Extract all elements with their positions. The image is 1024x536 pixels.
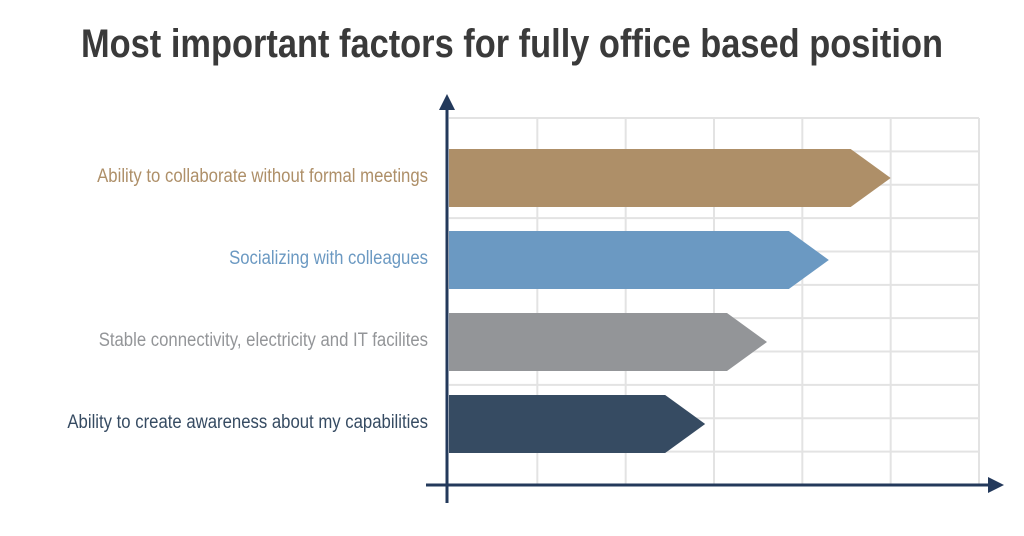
category-label: Ability to collaborate without formal me… (97, 166, 428, 187)
bar (449, 395, 706, 453)
bar (449, 149, 891, 207)
chart-title: Most important factors for fully office … (81, 22, 943, 66)
bar (449, 231, 829, 289)
category-label: Socializing with colleagues (229, 248, 428, 269)
axes (426, 94, 1004, 503)
category-label: Stable connectivity, electricity and IT … (98, 330, 428, 351)
y-axis-arrow (439, 94, 455, 110)
bar (449, 313, 767, 371)
x-axis-arrow (988, 477, 1004, 493)
category-label: Ability to create awareness about my cap… (67, 412, 428, 433)
bars (449, 149, 891, 453)
